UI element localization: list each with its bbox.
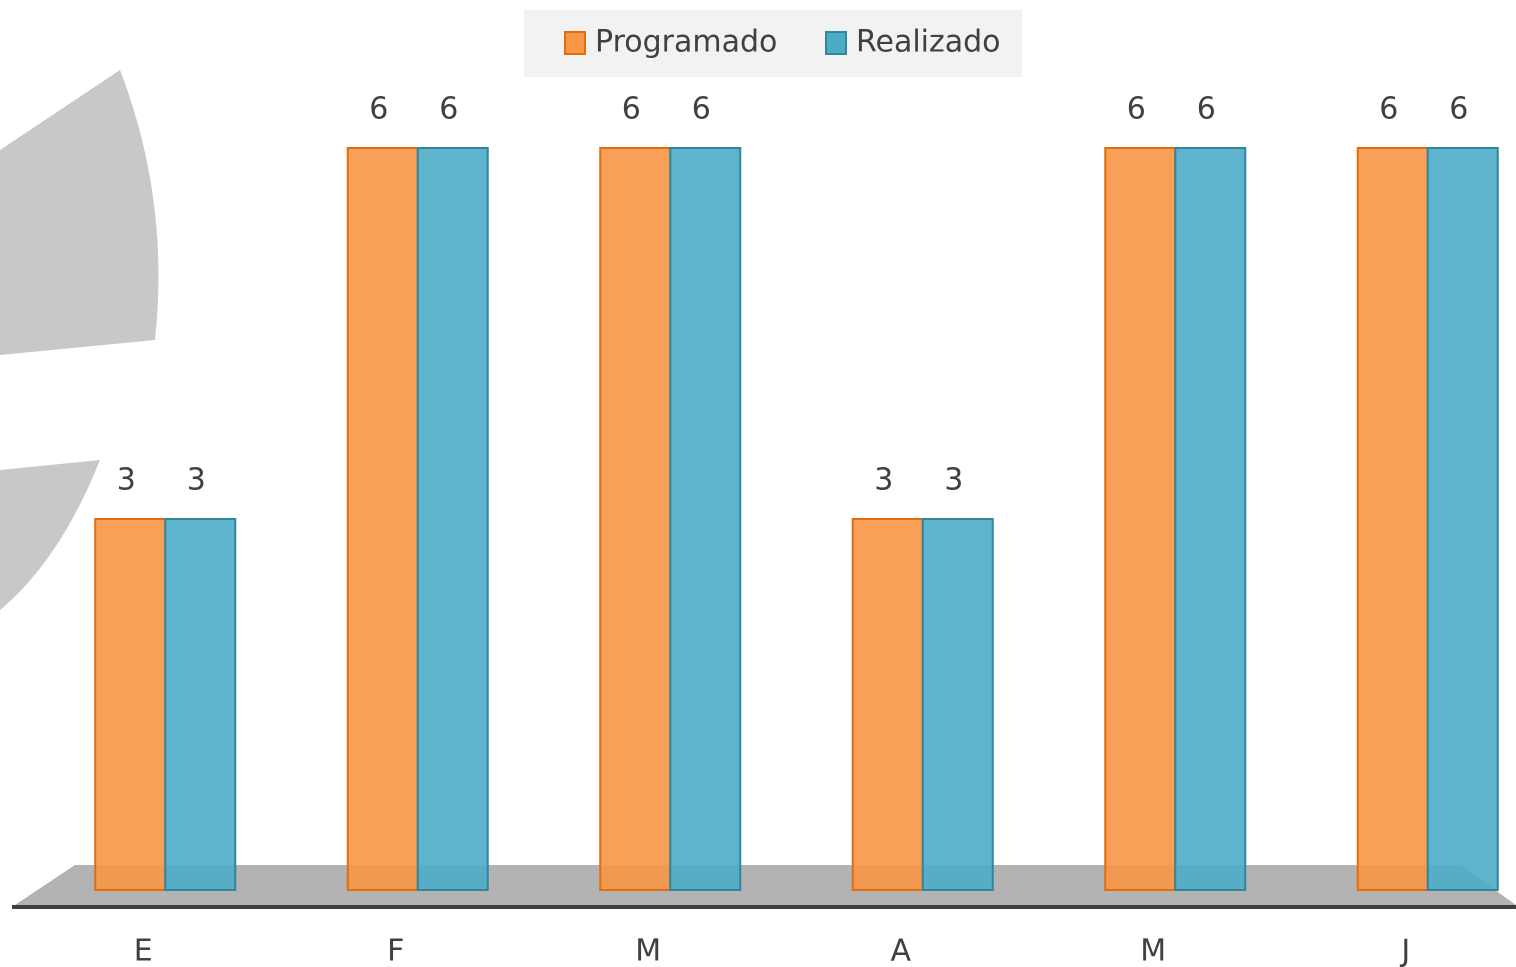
data-label: 6 (622, 92, 641, 127)
data-label: 6 (1197, 92, 1216, 127)
x-tick-label: A (890, 934, 911, 967)
data-label: 6 (692, 92, 711, 127)
x-tick-label: J (1399, 934, 1410, 967)
bar (416, 147, 489, 891)
legend-label: Programado (595, 25, 777, 60)
data-label: 6 (1127, 92, 1146, 127)
data-label: 3 (944, 463, 963, 498)
legend-swatch (825, 31, 847, 55)
data-label: 6 (439, 92, 458, 127)
data-label: 6 (1449, 92, 1468, 127)
x-tick-label: M (1140, 934, 1166, 967)
bar (94, 518, 167, 891)
legend-swatch (564, 31, 586, 55)
data-label: 3 (187, 463, 206, 498)
x-tick-label: F (387, 934, 404, 967)
bar (599, 147, 672, 891)
bar (851, 518, 924, 891)
bar (164, 518, 237, 891)
background-shape (0, 460, 100, 610)
x-tick-label: M (635, 934, 661, 967)
bar (1426, 147, 1499, 891)
data-label: 3 (874, 463, 893, 498)
legend-label: Realizado (856, 25, 1001, 60)
bar (1356, 147, 1429, 891)
data-label: 3 (117, 463, 136, 498)
bar (669, 147, 742, 891)
legend-box (524, 10, 1022, 77)
data-label: 6 (1379, 92, 1398, 127)
chart-floor (15, 865, 1516, 905)
bar (921, 518, 994, 891)
data-label: 6 (369, 92, 388, 127)
bar (1104, 147, 1177, 891)
x-tick-label: E (134, 934, 153, 967)
bar (346, 147, 419, 891)
bar (1174, 147, 1247, 891)
background-shape (0, 70, 159, 355)
